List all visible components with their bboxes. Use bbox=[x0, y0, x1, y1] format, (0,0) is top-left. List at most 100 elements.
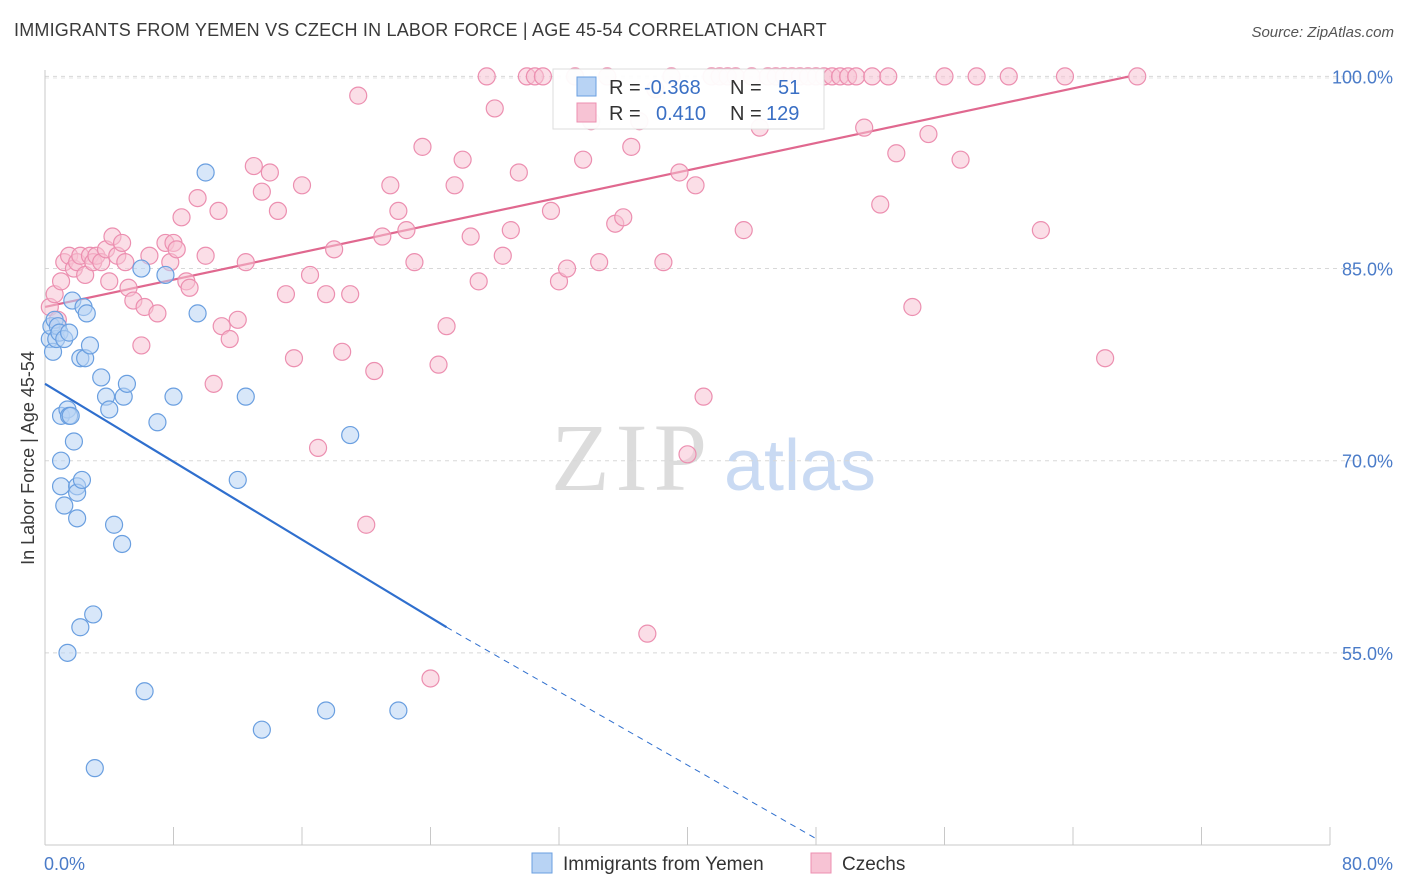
legend-n-label-czechs: N = bbox=[730, 103, 762, 125]
legend-r-value-czechs: 0.410 bbox=[656, 103, 706, 125]
czechs-point bbox=[116, 253, 135, 272]
x-tick-label-min: 0.0% bbox=[44, 854, 85, 874]
czechs-point bbox=[325, 240, 344, 259]
czechs-point bbox=[167, 240, 186, 259]
czechs-point bbox=[951, 150, 970, 169]
czechs-point bbox=[445, 176, 464, 195]
czechs-point bbox=[887, 144, 906, 163]
czechs-point bbox=[734, 221, 753, 240]
source-label: Source: ZipAtlas.com bbox=[1251, 24, 1394, 41]
czechs-point bbox=[413, 137, 432, 156]
czechs-point bbox=[863, 67, 882, 86]
yemen-point bbox=[316, 701, 336, 720]
yemen-point bbox=[156, 265, 175, 285]
czechs-point bbox=[381, 176, 400, 195]
czechs-point bbox=[654, 253, 673, 272]
czechs-point bbox=[638, 624, 657, 643]
watermark-atlas: atlas bbox=[724, 426, 876, 506]
czechs-point bbox=[485, 99, 504, 118]
czechs-point bbox=[678, 445, 697, 464]
yemen-point bbox=[164, 387, 183, 406]
yemen-point bbox=[341, 425, 360, 445]
bottom-legend-label-czechs: Czechs bbox=[842, 854, 905, 875]
yemen-point bbox=[196, 163, 215, 182]
czechs-point bbox=[999, 67, 1018, 86]
czechs-point bbox=[871, 195, 890, 214]
czechs-point bbox=[614, 208, 633, 227]
czechs-point bbox=[533, 67, 553, 86]
czechs-point bbox=[405, 253, 424, 272]
yemen-point bbox=[51, 477, 71, 496]
czechs-point bbox=[148, 304, 167, 323]
czechs-point bbox=[421, 669, 440, 688]
czechs-point bbox=[220, 329, 239, 349]
legend-r-label-czechs: R = bbox=[609, 103, 641, 125]
czechs-point bbox=[180, 278, 199, 297]
czechs-points bbox=[40, 67, 1147, 688]
legend-swatch-czechs bbox=[576, 102, 597, 123]
czechs-point bbox=[188, 188, 207, 208]
czechs-point bbox=[349, 86, 368, 105]
czechs-point bbox=[365, 361, 384, 381]
czechs-point bbox=[1031, 221, 1050, 240]
yemen-point bbox=[71, 618, 90, 637]
czechs-point bbox=[212, 317, 231, 336]
x-tick-label-max: 80.0% bbox=[1342, 854, 1393, 874]
yemen-point bbox=[135, 682, 154, 701]
czechs-point bbox=[855, 118, 874, 137]
chart-title: IMMIGRANTS FROM YEMEN VS CZECH IN LABOR … bbox=[14, 20, 827, 40]
czechs-point bbox=[879, 67, 898, 86]
yemen-point bbox=[117, 374, 137, 393]
czechs-point bbox=[51, 272, 71, 291]
czechs-point bbox=[112, 233, 132, 253]
trend-lines bbox=[44, 75, 1130, 840]
czechs-point bbox=[140, 246, 159, 265]
czechs-point bbox=[244, 156, 263, 176]
czechs-point bbox=[670, 163, 689, 182]
trend-line-czechs bbox=[44, 75, 1130, 309]
czechs-point bbox=[501, 221, 520, 240]
czechs-point bbox=[967, 67, 986, 86]
yemen-point bbox=[100, 400, 119, 419]
czechs-point bbox=[453, 150, 472, 169]
czechs-point bbox=[209, 201, 228, 221]
yemen-point bbox=[188, 304, 207, 323]
yemen-point bbox=[236, 387, 255, 406]
czechs-point bbox=[1128, 67, 1147, 86]
yemen-point bbox=[148, 413, 167, 432]
stats-legend: R = -0.368 N = 51 R = 0.410 N = 129 bbox=[552, 68, 825, 130]
tick-labels: 100.0% 85.0% 70.0% 55.0% 0.0% 80.0% bbox=[44, 67, 1393, 874]
yemen-point bbox=[132, 259, 151, 278]
bottom-legend-swatch-yemen bbox=[531, 852, 553, 874]
czechs-point bbox=[437, 317, 456, 336]
czechs-point bbox=[573, 150, 593, 169]
yemen-point bbox=[85, 759, 104, 778]
czechs-point bbox=[509, 163, 528, 182]
legend-n-value-czechs: 129 bbox=[766, 103, 799, 125]
yemen-point bbox=[55, 496, 74, 515]
czechs-point bbox=[132, 336, 151, 355]
y-tick-label: 100.0% bbox=[1332, 67, 1393, 87]
czechs-point bbox=[694, 387, 713, 406]
czechs-point bbox=[469, 272, 488, 291]
gridlines bbox=[45, 75, 1365, 654]
czechs-point bbox=[357, 515, 376, 534]
czechs-point bbox=[557, 259, 577, 278]
yemen-point bbox=[72, 470, 92, 490]
bottom-legend-label-yemen: Immigrants from Yemen bbox=[563, 854, 764, 875]
yemen-point bbox=[112, 534, 132, 554]
czechs-point bbox=[373, 227, 392, 246]
y-tick-label: 55.0% bbox=[1342, 644, 1393, 664]
legend-r-label-yemen: R = bbox=[609, 77, 641, 99]
legend-n-label-yemen: N = bbox=[730, 77, 762, 99]
bottom-legend-swatch-czechs bbox=[810, 852, 832, 874]
czechs-point bbox=[292, 176, 312, 195]
yemen-point bbox=[228, 470, 247, 490]
czechs-point bbox=[935, 67, 954, 86]
czechs-point bbox=[1096, 349, 1115, 368]
czechs-point bbox=[622, 137, 641, 156]
czechs-point bbox=[308, 438, 328, 457]
czechs-point bbox=[100, 272, 119, 291]
yemen-point bbox=[51, 451, 71, 470]
trend-line-yemen-extension bbox=[446, 626, 817, 840]
